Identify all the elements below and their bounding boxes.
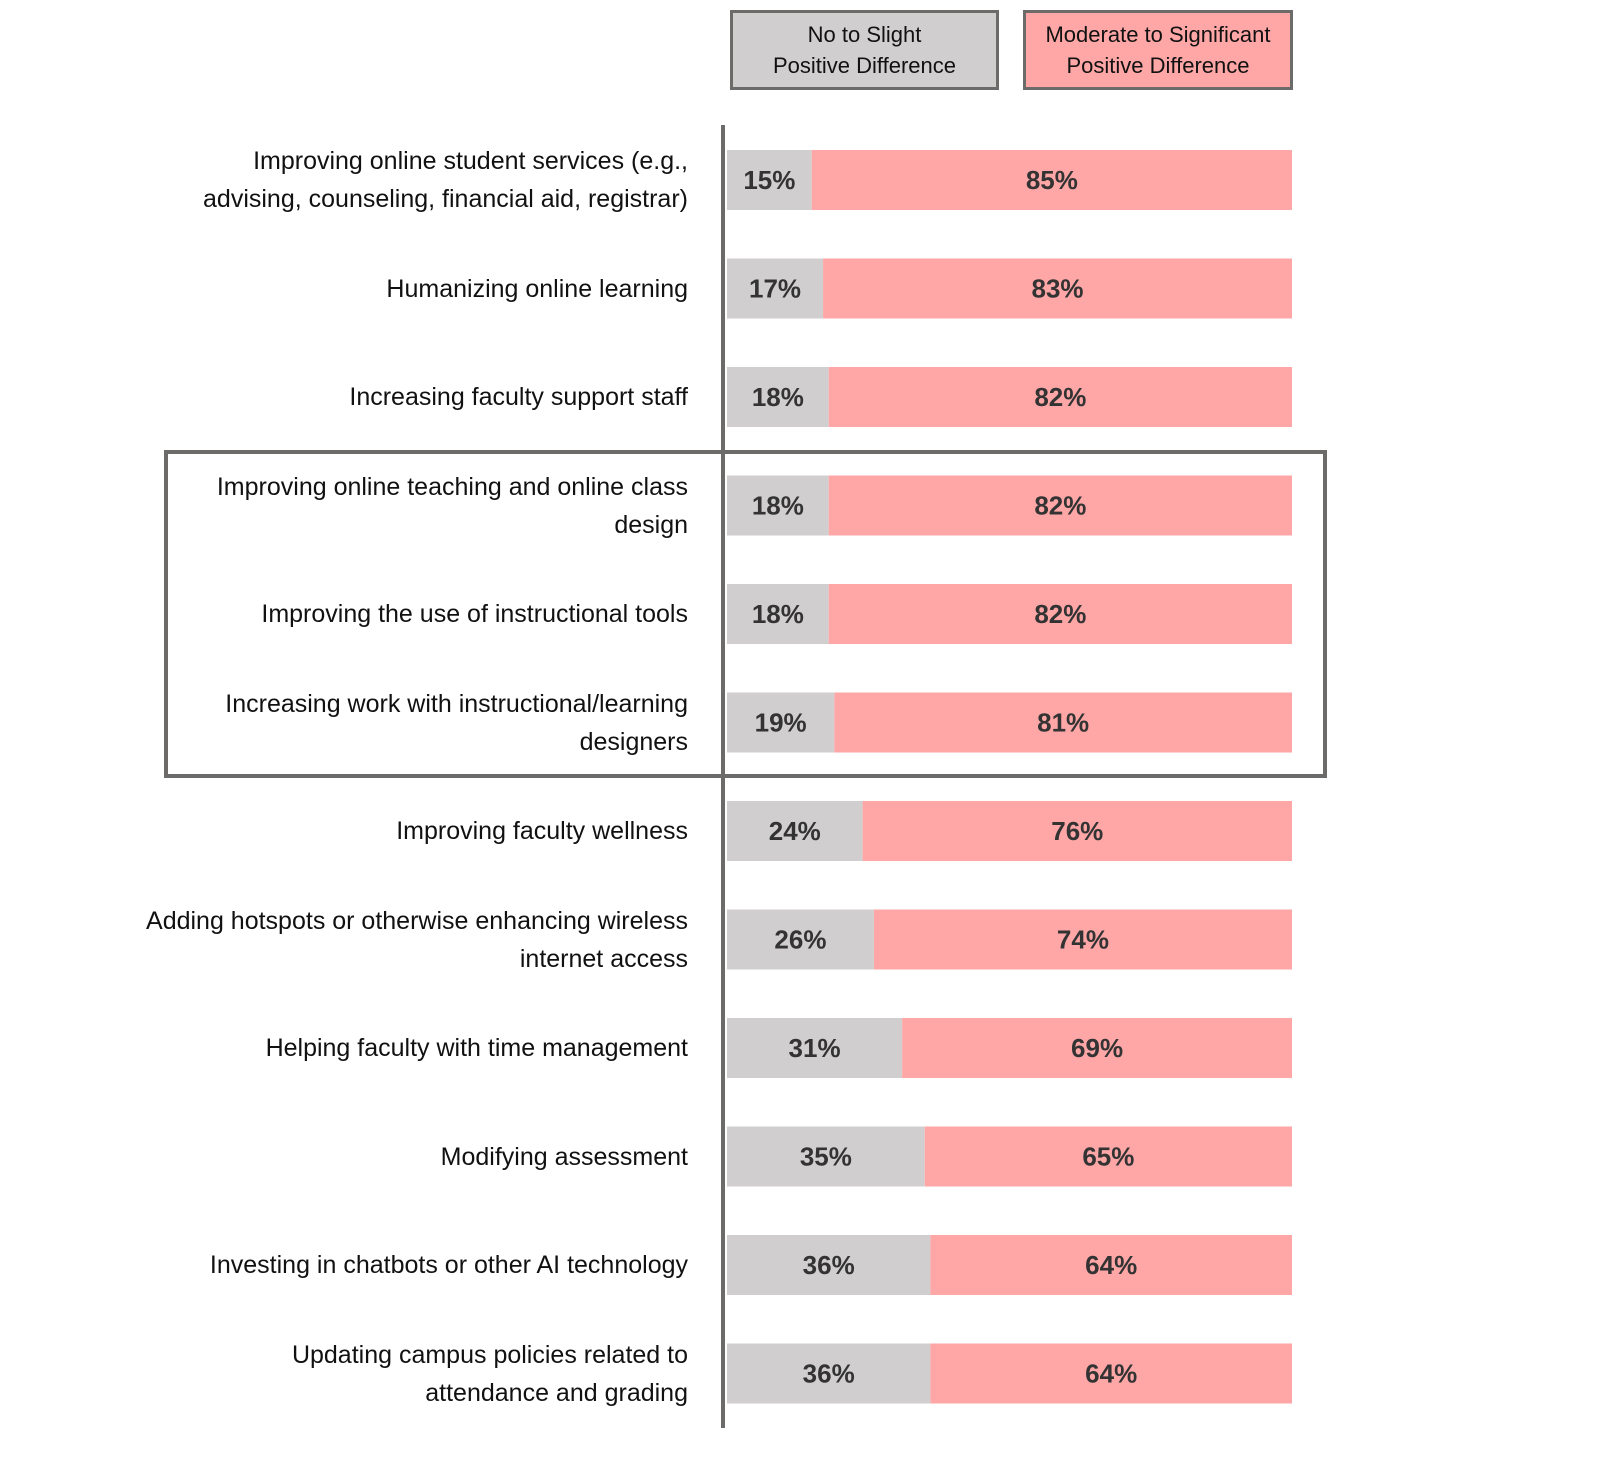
value-label: 76% — [1051, 816, 1103, 846]
bar-segment — [727, 801, 863, 861]
bar-segment — [828, 367, 1292, 427]
bar-segment — [811, 150, 1292, 210]
value-label: 18% — [752, 490, 804, 520]
bar-segment — [727, 909, 874, 970]
category-label: Humanizing online learning — [386, 274, 688, 303]
value-label: 69% — [1071, 1033, 1123, 1063]
bar-segment — [727, 1235, 931, 1295]
bar-segment — [930, 1343, 1292, 1404]
value-label: 64% — [1085, 1358, 1137, 1388]
category-label: Improving the use of instructional tools — [261, 600, 688, 628]
value-label: 18% — [752, 382, 804, 412]
value-label: 65% — [1082, 1141, 1134, 1171]
category-label: Increasing faculty support staff — [349, 383, 688, 411]
bar-segment — [828, 475, 1292, 536]
value-label: 83% — [1032, 273, 1084, 303]
value-label: 15% — [743, 165, 795, 195]
category-label: Modifying assessment — [440, 1142, 688, 1171]
bar-segment — [834, 692, 1292, 753]
legend-entry: No to Slight Positive Difference — [730, 10, 999, 90]
bar-segment — [902, 1018, 1292, 1078]
category-label: Adding hotspots or otherwise enhancing w… — [146, 906, 688, 973]
value-label: 36% — [803, 1358, 855, 1388]
bar-segment — [727, 1126, 925, 1187]
value-label: 82% — [1034, 490, 1086, 520]
bar-segment — [727, 584, 829, 644]
bar-segment — [727, 475, 829, 536]
value-label: 82% — [1034, 599, 1086, 629]
highlight-box — [164, 450, 1327, 778]
category-label: Improving faculty wellness — [396, 817, 688, 845]
value-label: 18% — [752, 599, 804, 629]
bar-segment — [823, 258, 1292, 319]
value-label: 81% — [1037, 707, 1089, 737]
bar-segment — [828, 584, 1292, 644]
value-label: 17% — [749, 273, 801, 303]
bar-segment — [727, 692, 835, 753]
bar-segment — [924, 1126, 1292, 1187]
value-label: 64% — [1085, 1250, 1137, 1280]
value-label: 26% — [774, 924, 826, 954]
value-label: 24% — [769, 816, 821, 846]
category-label: Improving online student services (e.g.,… — [203, 147, 688, 213]
category-label: Updating campus policies related to atte… — [291, 1340, 688, 1407]
value-label: 85% — [1026, 165, 1078, 195]
value-label: 31% — [789, 1033, 841, 1063]
bar-segment — [727, 367, 829, 427]
legend-entry: Moderate to Significant Positive Differe… — [1023, 10, 1293, 90]
value-label: 35% — [800, 1141, 852, 1171]
bar-segment — [862, 801, 1292, 861]
value-label: 19% — [755, 707, 807, 737]
value-label: 82% — [1034, 382, 1086, 412]
bar-segment — [727, 1343, 931, 1404]
bar-segment — [873, 909, 1292, 970]
category-label: Increasing work with instructional/learn… — [225, 689, 688, 756]
value-label: 74% — [1057, 924, 1109, 954]
bar-segment — [727, 150, 812, 210]
bar-segment — [727, 1018, 903, 1078]
category-label: Improving online teaching and online cla… — [216, 472, 688, 539]
value-label: 36% — [803, 1250, 855, 1280]
bar-segment — [930, 1235, 1292, 1295]
category-label: Helping faculty with time management — [265, 1034, 688, 1062]
bar-segment — [727, 258, 824, 319]
category-label: Investing in chatbots or other AI techno… — [209, 1251, 688, 1279]
